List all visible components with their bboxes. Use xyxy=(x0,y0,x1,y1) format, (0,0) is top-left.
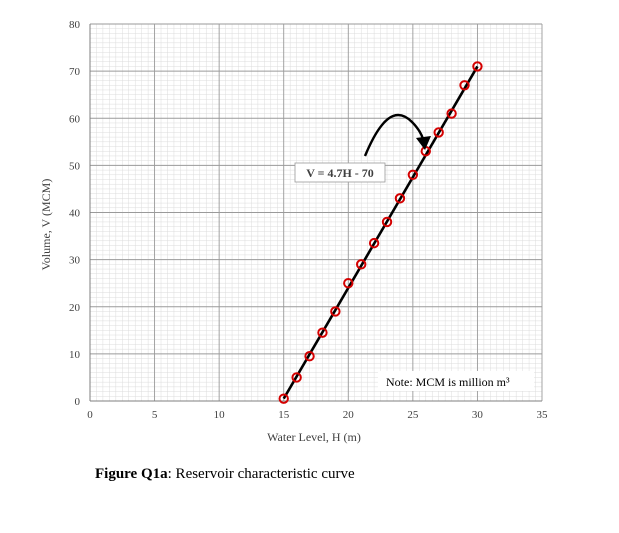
y-tick-label: 70 xyxy=(69,66,81,78)
data-point xyxy=(356,259,367,270)
data-point xyxy=(368,237,380,249)
x-tick-label: 15 xyxy=(278,409,290,421)
note-text: Note: MCM is million m³ xyxy=(386,375,510,389)
note-box xyxy=(378,371,534,391)
equation-box xyxy=(294,162,386,183)
fit-line xyxy=(282,65,479,400)
data-point xyxy=(291,372,302,383)
y-tick-label: 20 xyxy=(69,302,81,314)
x-tick-label: 20 xyxy=(343,409,355,421)
figure-caption-text: : Reservoir characteristic curve xyxy=(167,466,355,482)
x-tick-label: 35 xyxy=(537,409,549,421)
y-tick-label: 0 xyxy=(75,396,81,408)
equation-label: V = 4.7H - 70 xyxy=(306,166,374,180)
data-point xyxy=(317,327,328,338)
data-point xyxy=(278,393,289,404)
data-point xyxy=(407,169,419,181)
arrowhead-icon xyxy=(416,136,431,150)
tick-labels: 0 5 10 15 20 25 30 35 0 10 20 30 40 50 60 70 80 xyxy=(69,19,548,421)
x-tick-label: 25 xyxy=(407,409,419,421)
equation-arrow xyxy=(363,113,426,157)
data-point xyxy=(472,61,483,72)
axes xyxy=(89,24,542,402)
data-point xyxy=(433,127,444,138)
figure-caption: Figure Q1a: Reservoir characteristic cur… xyxy=(95,466,355,483)
x-axis-title: Water Level, H (m) xyxy=(267,430,361,444)
x-tick-label: 0 xyxy=(87,409,93,421)
data-point xyxy=(381,216,393,228)
x-tick-label: 10 xyxy=(214,409,226,421)
y-axis-title: Volume, V (MCM) xyxy=(39,179,53,271)
x-tick-label: 30 xyxy=(472,409,484,421)
y-tick-label: 40 xyxy=(69,208,81,220)
data-point xyxy=(446,108,457,119)
data-series xyxy=(278,61,483,404)
x-tick-label: 5 xyxy=(152,409,158,421)
y-tick-label: 10 xyxy=(69,349,81,361)
data-point xyxy=(343,277,354,289)
y-tick-label: 50 xyxy=(69,160,81,172)
data-point xyxy=(304,351,315,362)
data-point xyxy=(330,306,341,317)
data-point xyxy=(459,80,470,91)
y-tick-label: 60 xyxy=(69,113,81,125)
data-point xyxy=(394,193,406,204)
figure-caption-label: Figure Q1a xyxy=(95,466,168,482)
y-tick-label: 30 xyxy=(69,255,81,267)
y-tick-label: 80 xyxy=(69,19,81,31)
